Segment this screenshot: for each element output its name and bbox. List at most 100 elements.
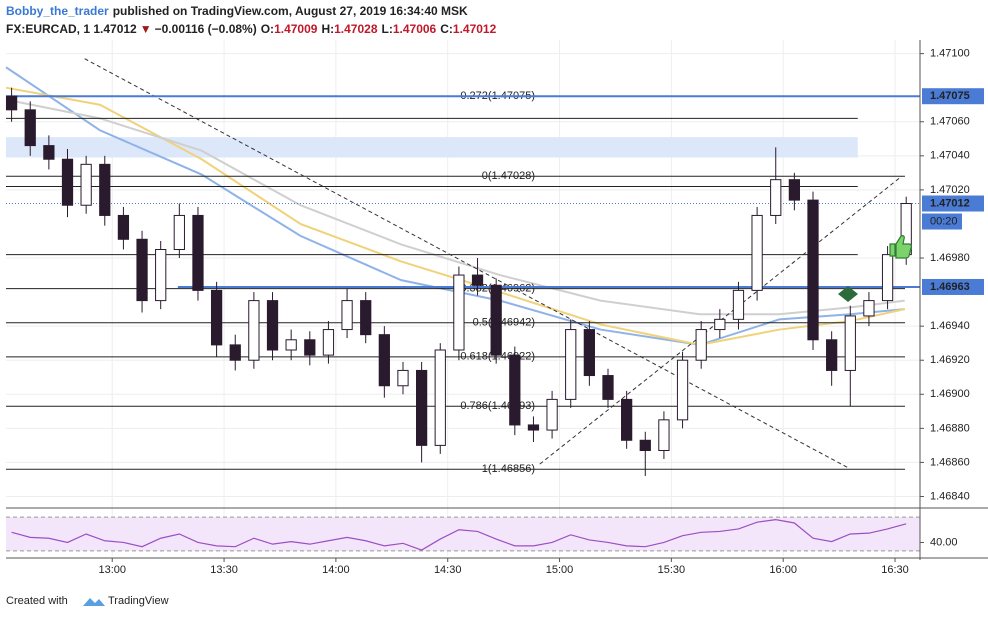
candle-body (565, 329, 577, 400)
candle-body (602, 375, 614, 400)
candle-body (304, 339, 316, 356)
candle-body (192, 214, 204, 291)
price-label-box (922, 88, 984, 105)
y-tick-label: 1.46860 (930, 456, 970, 468)
candle-body (210, 289, 223, 346)
footer-brand[interactable]: TradingView (108, 595, 169, 607)
ohlc-low-key: L: (382, 22, 393, 36)
candle-body (136, 238, 148, 302)
fib-label: 0(1.47028) (482, 170, 535, 182)
header-line-1: Bobby_the_trader published on TradingView… (6, 4, 468, 18)
x-tick-label: 16:00 (769, 564, 797, 576)
ohlc-high-key: H: (321, 22, 334, 36)
candle-body (266, 300, 279, 351)
candle-body (229, 344, 241, 361)
y-tick-label: 1.46880 (930, 422, 970, 434)
candle-body (360, 300, 372, 336)
x-tick-label: 14:00 (322, 564, 350, 576)
candle-body (639, 439, 651, 451)
candle-body (695, 329, 707, 361)
candle-body (397, 369, 409, 387)
candle-body (546, 398, 558, 431)
candle-body (341, 300, 353, 331)
candle-body (117, 214, 130, 240)
candle-body (732, 289, 745, 320)
candle-body (285, 339, 297, 351)
y-tick-label: 1.46980 (930, 252, 970, 264)
countdown: 00:20 (930, 215, 958, 227)
brand-logo (83, 598, 105, 606)
change: −0.00116 (−0.08%) (155, 22, 257, 36)
ohlc-high: 1.47028 (334, 22, 378, 36)
countdown-box (922, 213, 962, 230)
x-tick-label: 13:00 (98, 564, 126, 576)
candle-body (61, 158, 74, 206)
candle-body (509, 354, 521, 426)
ohlc-low: 1.47006 (393, 22, 437, 36)
x-tick-label: 13:30 (210, 564, 238, 576)
candle-body (80, 163, 92, 206)
y-tick-label: 1.46840 (930, 490, 970, 502)
y-tick-label: 1.47100 (930, 48, 970, 60)
footer: Created with (6, 595, 68, 607)
candle-body (583, 329, 595, 377)
price-label: 1.46963 (930, 281, 970, 293)
candle-body (881, 254, 894, 302)
plot-layer: 1.47100 1.47060 1.47040 1.47020 1.46980 1.469… (5, 40, 984, 576)
x-tick-label: 14:30 (434, 564, 462, 576)
y-tick-label: 1.46900 (930, 388, 970, 400)
fib-label: 0.5(1.46942) (473, 317, 535, 329)
moving-average (5, 98, 905, 316)
candle-body (527, 424, 540, 431)
candle-body (751, 214, 763, 291)
rsi-tick-label: 40.00 (930, 536, 958, 548)
last-price: 1.47012 (93, 22, 137, 36)
candle-body (844, 315, 856, 371)
x-tick-label: 16:30 (881, 564, 909, 576)
header-line-2: FX:EURCAD, 1 1.47012 ▼ −0.00116 (−0.08%) O:1… (6, 22, 497, 36)
candle-body (714, 318, 726, 331)
price-label-box (922, 195, 984, 212)
candle-body (788, 179, 801, 201)
candle-body (863, 300, 875, 317)
candle-body (490, 284, 502, 356)
candle-body (378, 334, 390, 387)
y-tick-label: 1.47020 (930, 184, 970, 196)
candle-body (807, 199, 819, 341)
rsi-line (11, 519, 907, 551)
price-label-box (922, 278, 984, 295)
trendline (84, 58, 848, 468)
y-tick-label: 1.47040 (930, 150, 970, 162)
candle-body (24, 109, 36, 147)
y-tick-label: 1.46920 (930, 354, 970, 366)
candle-body (415, 369, 428, 446)
ohlc-open-key: O: (261, 22, 274, 36)
published: published on TradingView.com, August 27,… (113, 4, 468, 18)
fib-label: 1(1.46856) (482, 463, 535, 475)
ohlc-close-key: C: (440, 22, 453, 36)
symbol: FX:EURCAD, 1 (6, 22, 90, 36)
x-tick-label: 15:00 (546, 564, 574, 576)
candle-body (322, 329, 335, 356)
y-tick-label: 1.47060 (930, 116, 970, 128)
candle-body (658, 419, 670, 451)
candle-body (99, 163, 111, 216)
candle-body (434, 349, 446, 446)
footer-prefix: Created with (6, 595, 68, 607)
change-arrow: ▼ (140, 22, 152, 36)
ohlc-open: 1.47009 (274, 22, 318, 36)
candle-body (248, 300, 260, 361)
candle-body (471, 274, 484, 286)
author[interactable]: Bobby_the_trader (6, 4, 109, 18)
candle-body (43, 145, 55, 160)
zone (6, 137, 858, 158)
rsi-band (6, 517, 920, 551)
fib-label: 0.786(1.46893) (460, 400, 535, 412)
y-tick-label: 1.46940 (930, 320, 970, 332)
ohlc-close: 1.47012 (453, 22, 497, 36)
candle-body (453, 274, 465, 351)
candle-body (770, 179, 782, 216)
signal-marker (838, 286, 858, 302)
candle-body (676, 359, 689, 421)
